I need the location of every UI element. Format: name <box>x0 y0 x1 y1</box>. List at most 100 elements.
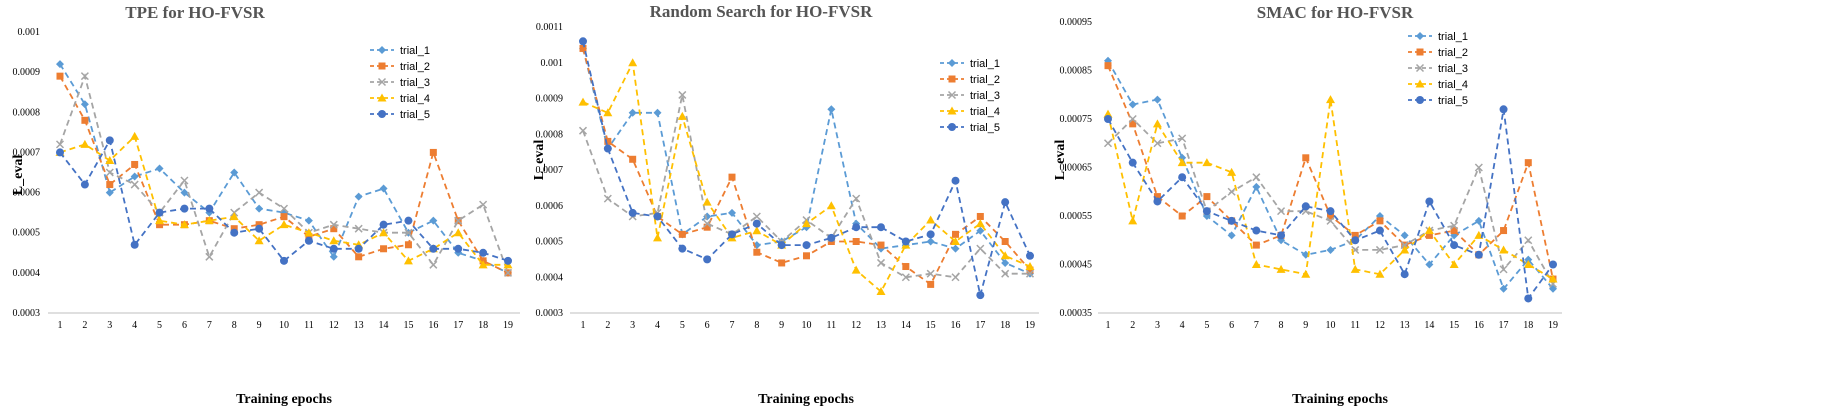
x-tick-label: 8 <box>754 320 759 331</box>
series-group <box>578 37 1035 300</box>
x-tick-label: 14 <box>379 320 389 331</box>
data-point <box>1178 173 1187 182</box>
series-trial_2 <box>56 72 512 277</box>
x-tick-label: 6 <box>705 320 710 331</box>
data-point <box>603 194 612 203</box>
data-point <box>403 256 413 265</box>
y-tick-label: 0.001 <box>18 27 41 38</box>
legend-label: trial_4 <box>400 93 430 105</box>
x-tick-label: 16 <box>951 320 961 331</box>
series-line <box>582 94 1030 279</box>
data-point <box>1548 274 1558 283</box>
data-point <box>1251 260 1261 268</box>
data-point <box>56 60 64 69</box>
x-tick-label: 11 <box>1350 320 1360 331</box>
data-point <box>404 241 412 249</box>
legend-label: trial_5 <box>970 122 1000 134</box>
data-point <box>106 181 114 189</box>
data-point <box>702 197 712 206</box>
data-point <box>1128 158 1137 167</box>
x-tick-label: 16 <box>1474 320 1484 331</box>
data-point <box>80 100 89 109</box>
data-point <box>80 139 90 148</box>
data-point <box>852 194 861 203</box>
y-axis-label: L_eval <box>11 155 26 196</box>
data-point <box>1153 95 1162 104</box>
x-tick-label: 4 <box>1180 320 1185 331</box>
x-tick-label: 5 <box>157 320 162 331</box>
data-point <box>305 233 313 241</box>
data-point <box>901 237 910 246</box>
data-point <box>1025 262 1035 271</box>
data-point <box>678 230 686 238</box>
data-point <box>105 155 115 164</box>
data-point <box>975 219 985 228</box>
data-point <box>503 268 513 277</box>
y-tick-label: 0.0005 <box>13 228 41 239</box>
x-tick-label: 14 <box>1424 320 1434 331</box>
data-point <box>1128 100 1137 109</box>
y-tick-label: 0.0004 <box>536 272 564 283</box>
data-point <box>1177 158 1187 167</box>
data-point <box>1326 207 1335 216</box>
data-point <box>728 208 736 217</box>
data-point <box>1424 226 1434 235</box>
chart-title: Random Search for HO-FVSR <box>650 2 873 21</box>
data-point <box>1277 207 1286 216</box>
data-point <box>379 220 388 229</box>
data-point <box>802 219 811 228</box>
data-point <box>1375 245 1384 254</box>
data-point <box>753 248 761 256</box>
x-tick-label: 15 <box>403 320 413 331</box>
series-line <box>1107 60 1554 291</box>
data-point <box>1025 269 1035 278</box>
data-point <box>628 208 637 217</box>
data-point <box>1425 231 1433 239</box>
data-point <box>1252 182 1261 191</box>
x-tick-group: 1 2 3 4 5 6 7 8 9 10 11 12 13 14 15 16 17 18 19 <box>1106 320 1559 331</box>
x-tick-label: 8 <box>1279 320 1284 331</box>
smac-chart: SMAC for HO-FVSR Training epochs L_eval … <box>1053 3 1562 407</box>
data-point <box>105 168 114 177</box>
series-trial_4 <box>578 58 1035 296</box>
data-point <box>255 188 264 197</box>
data-point <box>1327 212 1334 220</box>
data-point <box>1301 202 1310 211</box>
series-trial_3 <box>55 72 513 277</box>
data-point <box>1203 193 1211 201</box>
data-point <box>155 216 165 225</box>
data-point <box>1227 216 1236 225</box>
legend-label: trial_1 <box>400 45 430 57</box>
data-point <box>1202 207 1211 216</box>
data-point <box>329 220 338 229</box>
y-tick-group: 0.00035 0.00045 0.00055 0.00065 0.00075 0.000… <box>1060 17 1093 319</box>
data-point <box>1425 260 1434 269</box>
data-point <box>1276 264 1286 273</box>
data-point <box>926 269 935 278</box>
data-point <box>603 144 612 153</box>
data-point <box>1026 266 1034 274</box>
data-point <box>1500 227 1508 235</box>
data-point <box>429 148 437 156</box>
x-tick-label: 13 <box>354 320 364 331</box>
x-tick-label: 9 <box>257 320 262 331</box>
data-point <box>1178 153 1187 162</box>
data-point <box>976 291 985 300</box>
data-point <box>180 188 189 197</box>
y-tick-label: 0.0006 <box>536 201 564 212</box>
data-point <box>105 188 114 197</box>
legend-item: trial_5 <box>940 122 1000 134</box>
data-point <box>1425 197 1434 206</box>
data-point <box>230 228 239 237</box>
data-point <box>1326 95 1335 104</box>
data-point <box>280 256 288 265</box>
data-point <box>678 244 687 253</box>
data-point <box>1549 260 1557 269</box>
x-tick-label: 10 <box>1326 320 1336 331</box>
data-point <box>1202 158 1212 167</box>
data-point <box>703 255 712 264</box>
y-axis-label: L_eval <box>532 140 547 181</box>
y-tick-label: 0.00085 <box>1060 66 1093 77</box>
data-point <box>604 137 612 145</box>
x-tick-label: 12 <box>1375 320 1385 331</box>
